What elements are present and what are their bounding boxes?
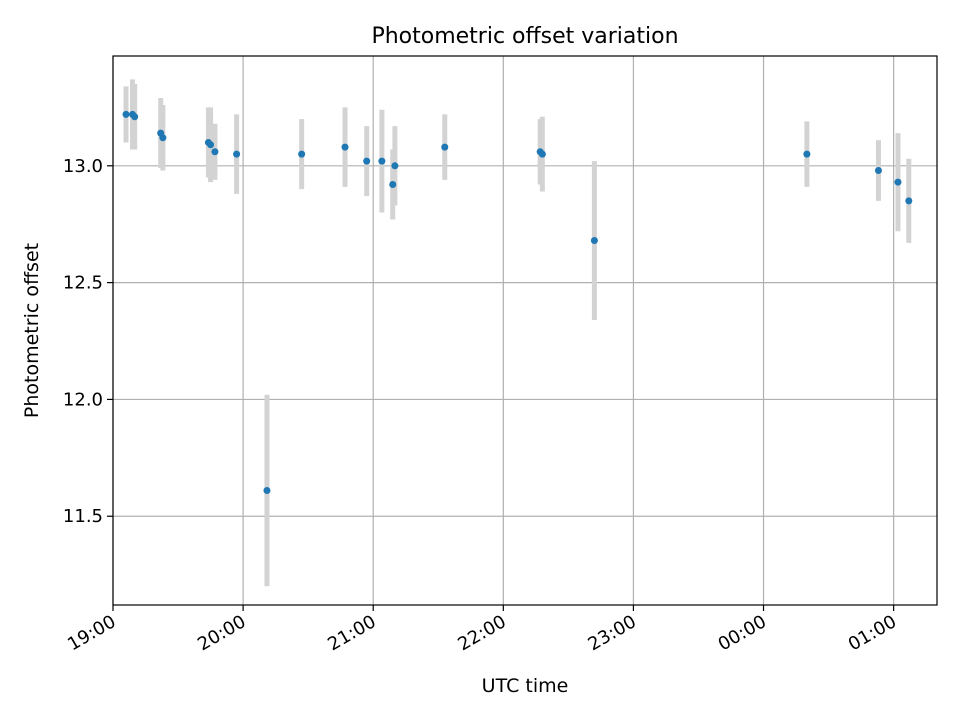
data-point [874,166,882,174]
x-tick-label: 22:00 [454,611,509,655]
data-point [363,157,371,165]
x-tick-label: 01:00 [845,611,900,655]
x-tick-label: 00:00 [715,611,770,655]
plot-frame [112,55,938,606]
data-point [590,237,598,245]
data-point [233,150,241,158]
data-point [803,150,811,158]
x-tick-label: 21:00 [324,611,379,655]
y-tick-label: 13.0 [63,156,103,177]
data-point [122,110,130,118]
data-point [538,150,546,158]
chart-title: Photometric offset variation [371,24,678,49]
grid-layer [112,56,937,605]
data-point [894,178,902,186]
x-axis-label: UTC time [482,675,569,697]
point-layer [122,110,913,495]
data-point [378,157,386,165]
data-point [211,148,219,156]
data-point [298,150,306,158]
x-tick-label: 19:00 [64,611,119,655]
data-point [131,113,139,121]
data-point [441,143,449,151]
data-point [207,141,215,149]
data-point [263,487,271,495]
x-tick-label: 20:00 [194,611,249,655]
data-point [341,143,349,151]
data-point [389,180,397,188]
y-tick-label: 11.5 [63,506,103,527]
x-tick-label: 23:00 [584,611,639,655]
y-tick-label: 12.0 [63,389,103,410]
tick-layer: 19:00 20:00 21:00 22:00 23:00 00:00 01:00 11.5 1… [63,156,900,655]
y-tick-label: 12.5 [63,273,103,294]
data-point [905,197,913,205]
data-point [391,162,399,170]
data-point [159,134,167,142]
y-axis-label: Photometric offset [21,243,43,418]
